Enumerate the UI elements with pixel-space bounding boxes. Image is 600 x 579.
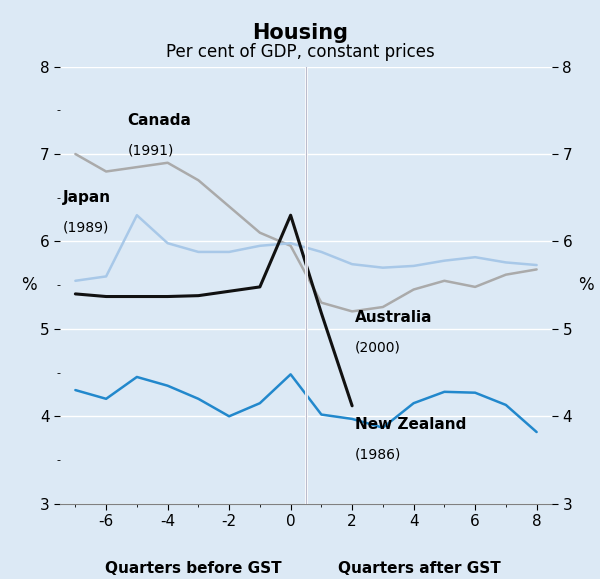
Y-axis label: %: % bbox=[21, 276, 37, 294]
Text: (1989): (1989) bbox=[63, 221, 109, 234]
Text: Australia: Australia bbox=[355, 310, 433, 324]
Text: (1986): (1986) bbox=[355, 448, 401, 462]
Text: Japan: Japan bbox=[63, 190, 111, 205]
Text: New Zealand: New Zealand bbox=[355, 417, 467, 432]
Text: Quarters before GST: Quarters before GST bbox=[104, 560, 281, 576]
Text: Canada: Canada bbox=[128, 113, 191, 128]
Text: Per cent of GDP, constant prices: Per cent of GDP, constant prices bbox=[166, 43, 434, 61]
Text: (1991): (1991) bbox=[128, 144, 174, 157]
Text: Housing: Housing bbox=[252, 23, 348, 43]
Text: (2000): (2000) bbox=[355, 340, 401, 354]
Text: Quarters after GST: Quarters after GST bbox=[338, 560, 500, 576]
Y-axis label: %: % bbox=[578, 276, 594, 294]
